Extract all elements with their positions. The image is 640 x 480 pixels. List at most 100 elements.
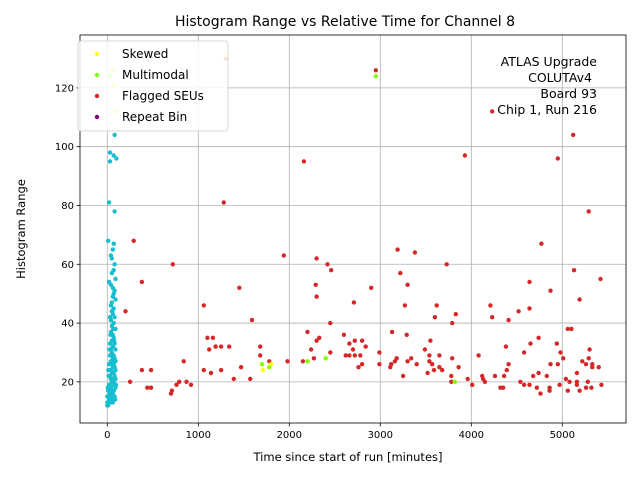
point-flagged-seus [359, 338, 365, 343]
y-tick-label: 40 [61, 319, 74, 330]
point-flagged-seus [534, 385, 539, 390]
point-flagged-seus [476, 353, 481, 358]
point-flagged-seus [148, 385, 154, 390]
point-flagged-seus [400, 373, 406, 379]
point-multimodal [259, 362, 265, 367]
point-flagged-seus [557, 382, 562, 387]
point-flagged-seus [249, 317, 255, 323]
point-normal [112, 262, 117, 267]
point-flagged-seus [492, 373, 498, 379]
point-flagged-seus [174, 382, 179, 387]
point-flagged-seus [547, 388, 552, 393]
point-flagged-seus [456, 365, 461, 370]
point-flagged-seus [596, 365, 601, 370]
point-normal [108, 332, 113, 337]
point-normal [107, 159, 113, 164]
point-flagged-seus [347, 353, 352, 358]
point-flagged-seus [359, 362, 365, 367]
point-flagged-seus [301, 159, 307, 164]
point-flagged-seus [586, 209, 591, 214]
point-flagged-seus [589, 385, 594, 390]
point-flagged-seus [449, 379, 454, 384]
point-flagged-seus [369, 285, 374, 290]
point-flagged-seus [521, 382, 527, 387]
point-flagged-seus [437, 353, 442, 358]
point-flagged-seus [377, 350, 382, 355]
point-flagged-seus [569, 326, 574, 332]
point-flagged-seus [516, 309, 521, 314]
point-flagged-seus [404, 332, 409, 337]
point-flagged-seus [341, 332, 347, 337]
ticks-layer: 0 1000 2000 3000 4000 5000 20 40 60 80 100 120 [55, 83, 575, 441]
x-axis-title: Time since start of run [minutes] [253, 450, 443, 464]
point-normal [105, 385, 111, 390]
point-flagged-seus [503, 344, 509, 349]
point-flagged-seus [412, 250, 418, 255]
point-flagged-seus [213, 344, 218, 349]
point-normal [110, 400, 116, 405]
point-flagged-seus [210, 335, 216, 340]
y-tick-label: 20 [61, 377, 74, 388]
point-flagged-seus [352, 338, 357, 343]
x-tick-label: 0 [104, 430, 110, 441]
x-tick-label: 1000 [186, 430, 211, 441]
point-flagged-seus [221, 200, 226, 205]
point-flagged-seus [558, 350, 563, 355]
point-flagged-seus [425, 370, 430, 376]
point-flagged-seus [300, 359, 306, 364]
point-flagged-seus [201, 303, 206, 308]
point-skewed [260, 367, 266, 373]
point-flagged-seus [350, 347, 356, 352]
point-flagged-seus [536, 335, 541, 340]
point-flagged-seus [490, 315, 495, 320]
point-flagged-seus [590, 362, 595, 367]
point-flagged-seus [311, 356, 317, 361]
point-flagged-seus [527, 382, 532, 387]
point-flagged-seus [571, 132, 576, 138]
point-normal [111, 326, 116, 332]
point-flagged-seus [538, 391, 543, 396]
legend-marker-repeat-bin [94, 114, 100, 120]
point-normal [111, 338, 117, 343]
point-flagged-seus [577, 388, 582, 393]
point-flagged-seus [444, 262, 449, 267]
point-flagged-seus [409, 356, 414, 361]
point-flagged-seus [431, 367, 437, 373]
point-flagged-seus [563, 376, 569, 382]
point-flagged-seus [527, 279, 532, 285]
point-flagged-seus [574, 370, 580, 376]
point-flagged-seus [148, 367, 154, 373]
point-normal [106, 367, 111, 373]
point-flagged-seus [506, 362, 511, 367]
point-normal [111, 241, 116, 246]
x-tick-label: 5000 [550, 430, 575, 441]
point-flagged-seus [123, 309, 128, 314]
point-flagged-seus [231, 376, 236, 382]
point-normal [106, 373, 111, 379]
point-flagged-seus [536, 370, 541, 376]
point-flagged-seus [434, 303, 439, 308]
point-flagged-seus [208, 370, 214, 376]
point-flagged-seus [577, 297, 582, 302]
x-tick-label: 2000 [277, 430, 302, 441]
y-tick-label: 120 [55, 83, 74, 94]
legend-label-skewed: Skewed [122, 47, 168, 61]
point-flagged-seus [227, 344, 232, 349]
point-flagged-seus [574, 382, 580, 387]
legend-label-flagged-seus: Flagged SEUs [122, 89, 204, 103]
point-flagged-seus [177, 379, 182, 384]
annotation-line-4: Chip 1, Run 216 [497, 102, 597, 117]
point-normal [113, 276, 118, 282]
point-flagged-seus [501, 373, 507, 379]
x-tick-label: 4000 [459, 430, 484, 441]
legend-marker-multimodal [94, 72, 100, 78]
point-normal [106, 200, 112, 205]
point-flagged-seus [465, 376, 470, 382]
legend-label-repeat-bin: Repeat Bin [122, 110, 187, 124]
point-flagged-seus [325, 262, 330, 267]
legend-marker-flagged-seus [94, 93, 100, 99]
point-flagged-seus [490, 109, 495, 114]
point-normal [110, 247, 116, 252]
point-normal [112, 359, 118, 364]
point-flagged-seus [145, 385, 150, 390]
